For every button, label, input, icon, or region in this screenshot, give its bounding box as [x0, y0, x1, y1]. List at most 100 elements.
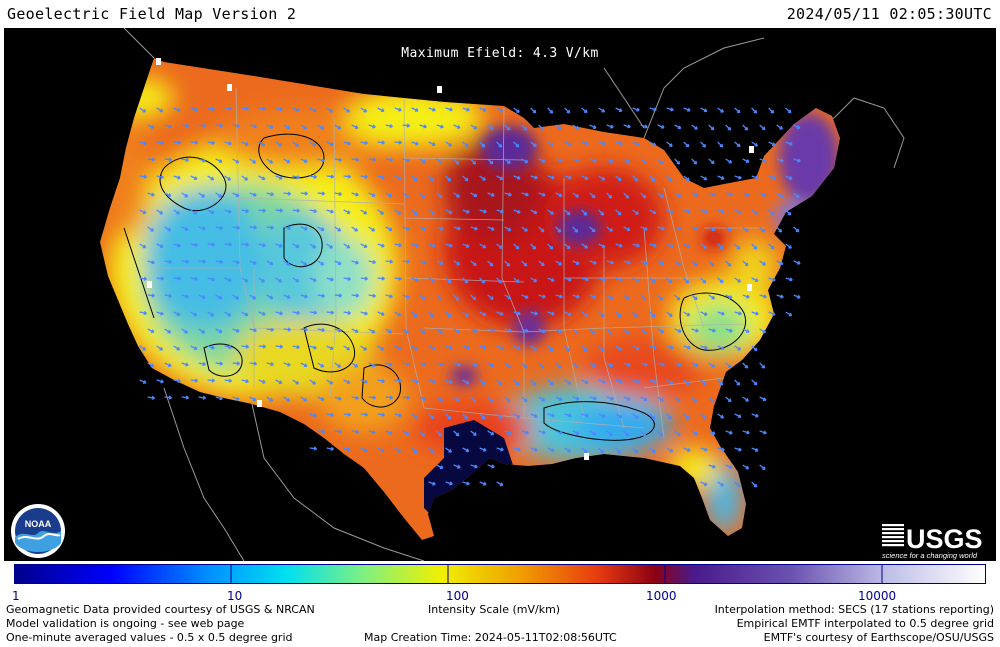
efield-arrow: [504, 124, 511, 131]
efield-arrow: [445, 447, 452, 453]
efield-arrow: [445, 481, 453, 486]
efield-arrow: [258, 175, 266, 181]
efield-arrow: [198, 226, 206, 231]
efield-arrow: [309, 379, 317, 385]
efield-arrow: [487, 464, 495, 469]
efield-arrow: [181, 259, 189, 264]
efield-arrow: [309, 345, 317, 350]
efield-arrow: [691, 226, 699, 231]
efield-arrow: [428, 447, 435, 454]
efield-arrow: [606, 158, 614, 163]
efield-arrow: [751, 141, 759, 147]
efield-arrow: [683, 209, 691, 214]
efield-arrow: [632, 141, 640, 146]
efield-arrow: [700, 481, 708, 486]
efield-arrow: [215, 158, 223, 163]
efield-arrow: [411, 243, 419, 248]
efield-arrow: [377, 412, 385, 417]
efield-arrow: [283, 226, 291, 231]
efield-arrow: [147, 293, 155, 298]
efield-arrow: [479, 379, 486, 385]
efield-arrow: [513, 209, 521, 214]
efield-arrow: [215, 123, 223, 128]
efield-arrow: [326, 107, 334, 113]
efield-arrows: [139, 106, 801, 488]
efield-arrow: [377, 107, 385, 113]
efield-arrow: [768, 175, 776, 180]
efield-arrow: [734, 447, 742, 452]
efield-arrow: [368, 259, 376, 265]
efield-arrow: [487, 328, 495, 333]
efield-arrow: [173, 378, 181, 383]
efield-arrow: [232, 361, 241, 366]
efield-arrow: [326, 141, 334, 146]
efield-arrow: [479, 243, 487, 249]
efield-arrow: [190, 209, 198, 215]
efield-arrow: [657, 192, 664, 198]
efield-arrow: [530, 311, 538, 316]
efield-arrow: [683, 379, 690, 385]
efield-arrow: [598, 311, 605, 318]
efield-arrow: [394, 378, 402, 383]
efield-arrow: [666, 413, 673, 420]
efield-arrow: [156, 276, 165, 281]
efield-arrow: [249, 225, 258, 230]
efield-arrow: [589, 328, 596, 335]
efield-arrow: [360, 209, 368, 215]
efield-arrow: [487, 430, 495, 436]
efield-arrow: [598, 107, 606, 113]
efield-arrow: [428, 379, 436, 384]
efield-arrow: [334, 124, 342, 130]
efield-arrow: [674, 158, 681, 165]
efield-arrow: [717, 277, 724, 284]
efield-arrow: [640, 396, 648, 402]
efield-arrow: [283, 124, 291, 130]
efield-arrow: [292, 175, 300, 180]
efield-arrow: [708, 124, 715, 131]
efield-arrow: [598, 209, 605, 216]
efield-arrow: [649, 141, 657, 147]
efield-arrow: [258, 243, 266, 248]
efield-arrow: [326, 379, 334, 385]
efield-arrow: [734, 481, 741, 488]
efield-arrow: [275, 344, 283, 349]
efield-arrow: [632, 277, 640, 283]
efield-arrow: [139, 107, 147, 113]
efield-arrow: [224, 242, 233, 247]
efield-arrow: [521, 362, 528, 369]
efield-arrow: [751, 277, 759, 282]
efield-arrow: [190, 140, 198, 145]
efield-arrow: [462, 209, 470, 214]
efield-arrow: [547, 107, 554, 114]
efield-arrow: [632, 447, 639, 454]
efield-arrow: [657, 158, 664, 165]
efield-arrow: [547, 345, 554, 352]
efield-arrow: [606, 226, 613, 232]
efield-arrow: [453, 328, 461, 334]
map-creation-time: Map Creation Time: 2024-05-11T02:08:56UT…: [364, 631, 617, 644]
efield-arrow: [232, 294, 240, 300]
efield-arrow: [589, 226, 596, 233]
efield-arrow: [768, 209, 775, 216]
efield-arrow: [674, 430, 681, 437]
efield-arrow: [462, 175, 469, 182]
efield-arrow: [657, 430, 664, 437]
efield-arrow: [487, 260, 494, 267]
efield-arrow: [742, 328, 750, 333]
efield-arrow: [742, 362, 749, 369]
efield-arrow: [640, 294, 647, 301]
efield-arrow: [428, 243, 436, 248]
efield-arrow: [385, 294, 393, 299]
efield-arrow: [326, 310, 334, 315]
efield-arrow: [479, 141, 486, 148]
station-marker: [749, 146, 754, 153]
efield-arrow: [377, 209, 385, 215]
efield-arrow: [555, 192, 563, 198]
efield-arrow: [759, 362, 766, 369]
efield-arrow: [368, 328, 376, 334]
efield-arrow: [411, 345, 419, 351]
efield-arrow: [683, 311, 691, 317]
efield-arrow: [555, 124, 562, 131]
efield-arrow: [249, 158, 257, 164]
efield-arrow: [164, 192, 172, 198]
